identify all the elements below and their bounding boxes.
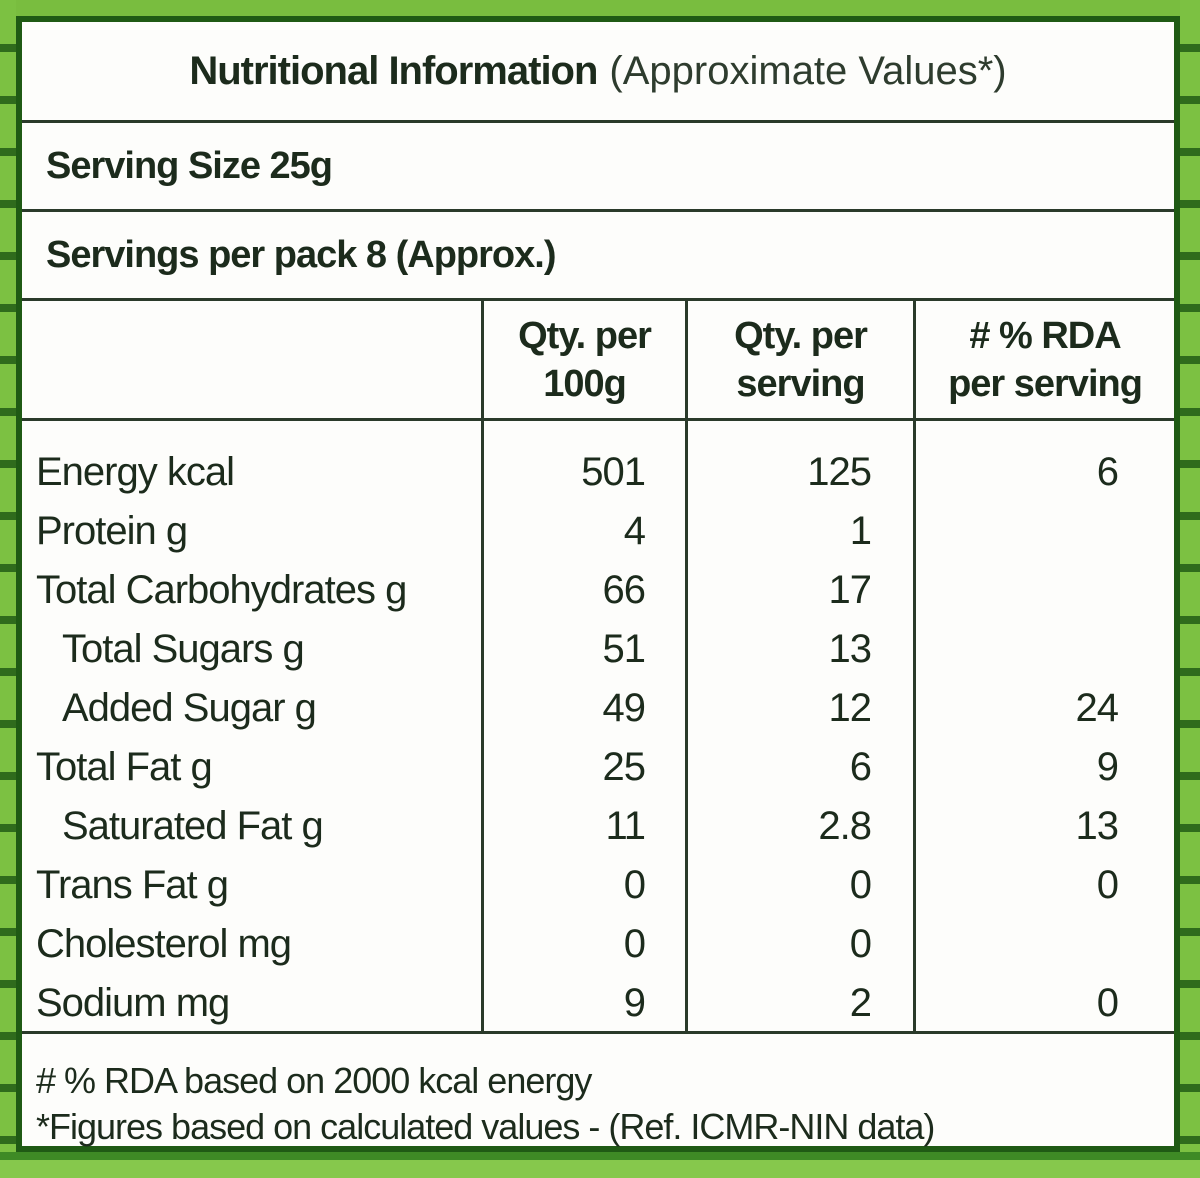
per-100g-value: 4: [623, 509, 646, 553]
title-subtitle: (Approximate Values*): [609, 48, 1007, 93]
nutrient-column: Energy kcal Protein g Total Carbohydrate…: [22, 421, 481, 1034]
per-serving-value: 125: [807, 450, 872, 494]
rda-value: 13: [1075, 804, 1120, 848]
servings-per-pack: Servings per pack 8 (Approx.): [22, 212, 1174, 301]
per-serving-value: 6: [849, 745, 872, 789]
rda-value: [916, 565, 1174, 624]
serving-size: Serving Size 25g: [22, 123, 1174, 212]
nutrition-table: Qty. per 100g Qty. per serving # % RDA p…: [22, 301, 1174, 1034]
per-100g-value: 11: [605, 804, 646, 848]
per-serving-value: 17: [828, 568, 873, 612]
header-line: Qty. per: [518, 314, 652, 357]
per-serving-value: 0: [849, 922, 872, 966]
top-frame-border: [0, 0, 1200, 16]
per-serving-value: 2: [849, 981, 872, 1025]
rda-value: 24: [1075, 686, 1120, 730]
per-100g-value: 0: [623, 863, 646, 907]
nutrient-name: Total Fat g: [36, 745, 213, 789]
per-100g-value: 501: [581, 450, 646, 494]
rda-value: [916, 624, 1174, 683]
rda-column: 6 24 9 13 0 0: [913, 421, 1174, 1034]
header-qty-per-serving: Qty. per serving: [685, 301, 913, 421]
rda-value: 9: [1096, 745, 1119, 789]
bottom-frame-border: [0, 1152, 1200, 1178]
per-serving-value: 13: [828, 627, 873, 671]
reference-footnote: *Figures based on calculated values - (R…: [36, 1106, 935, 1147]
rda-value: [916, 919, 1174, 978]
per-100g-value: 9: [623, 981, 646, 1025]
rda-footnote: # % RDA based on 2000 kcal energy: [36, 1060, 592, 1101]
nutrient-name: Protein g: [36, 509, 188, 553]
header-line: per serving: [948, 362, 1143, 405]
nutrient-name: Cholesterol mg: [36, 922, 292, 966]
nutrient-name: Energy kcal: [36, 450, 235, 494]
nutrient-name: Total Sugars g: [62, 627, 305, 671]
title-bold: Nutritional Information: [189, 48, 598, 93]
nutrient-name: Added Sugar g: [62, 686, 317, 730]
per-100g-value: 25: [602, 745, 647, 789]
per-100g-value: 66: [602, 568, 647, 612]
per-100g-value: 51: [602, 627, 647, 671]
header-rda-per-serving: # % RDA per serving: [913, 301, 1174, 421]
nutrient-name: Saturated Fat g: [62, 804, 324, 848]
per-100g-value: 49: [602, 686, 647, 730]
header-line: Qty. per: [734, 314, 868, 357]
per-serving-value: 12: [828, 686, 873, 730]
per-serving-value: 1: [849, 509, 872, 553]
right-frame-border: [1180, 0, 1200, 1178]
header-line: serving: [736, 362, 865, 405]
footnotes: # % RDA based on 2000 kcal energy *Figur…: [22, 1034, 1174, 1150]
nutrient-name: Trans Fat g: [36, 863, 229, 907]
rda-value: 0: [1096, 981, 1119, 1025]
per-100g-value: 0: [623, 922, 646, 966]
per-serving-value: 2.8: [818, 804, 872, 848]
header-qty-per-100g: Qty. per 100g: [481, 301, 685, 421]
left-frame-border: [0, 0, 16, 1178]
header-line: 100g: [543, 362, 627, 405]
label-title: Nutritional Information (Approximate Val…: [22, 22, 1174, 123]
nutrient-name: Sodium mg: [36, 981, 230, 1025]
header-line: # % RDA: [969, 314, 1121, 357]
per-100g-column: 501 4 66 51 49 25 11 0 0 9: [481, 421, 685, 1034]
nutrition-label: Nutritional Information (Approximate Val…: [16, 16, 1180, 1152]
rda-value: 6: [1096, 450, 1119, 494]
rda-value: 0: [1096, 863, 1119, 907]
header-nutrient: [22, 301, 481, 421]
rda-value: [916, 506, 1174, 565]
nutrient-name: Total Carbohydrates g: [36, 568, 407, 612]
per-serving-column: 125 1 17 13 12 6 2.8 0 0 2: [685, 421, 913, 1034]
per-serving-value: 0: [849, 863, 872, 907]
